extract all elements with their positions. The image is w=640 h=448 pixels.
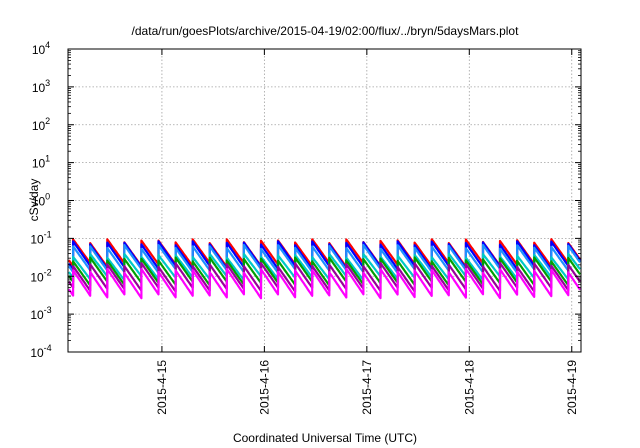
y-tick-label: 102: [32, 116, 50, 133]
y-tick-label: 10-1: [30, 229, 51, 246]
x-tick-label: 2015-4-17: [360, 360, 374, 415]
y-tick-label: 10-3: [30, 305, 51, 322]
x-axis-ticks: 2015-4-15 2015-4-16 2015-4-17 2015-4-18 2015…: [155, 49, 579, 415]
grid-lines: [68, 49, 581, 352]
x-tick-label: 2015-4-15: [155, 360, 169, 415]
x-tick-label: 2015-4-19: [565, 360, 579, 415]
series-line: [67, 243, 581, 274]
y-tick-label: 103: [32, 78, 50, 95]
y-tick-label: 104: [32, 40, 50, 57]
y-tick-label: 100: [32, 192, 50, 209]
series-layer: [67, 238, 582, 300]
y-tick-label: 10-2: [30, 267, 51, 284]
x-tick-label: 2015-4-16: [257, 360, 271, 415]
series-line: [67, 256, 581, 287]
y-tick-label: 10-4: [30, 343, 51, 360]
chart-title: /data/run/goesPlots/archive/2015-04-19/0…: [132, 24, 520, 38]
y-tick-label: 101: [32, 154, 50, 171]
series-line: [67, 261, 582, 293]
x-axis-label: Coordinated Universal Time (UTC): [233, 431, 417, 445]
series-line: [67, 267, 582, 300]
series-line: [67, 240, 581, 271]
y-axis-label: cSv/day: [27, 179, 41, 222]
series-line: [68, 252, 581, 282]
x-tick-label: 2015-4-18: [462, 360, 476, 415]
y-axis-ticks: 10-4 10-3 10-2 10-1 100 101 102 103 104: [30, 40, 581, 360]
